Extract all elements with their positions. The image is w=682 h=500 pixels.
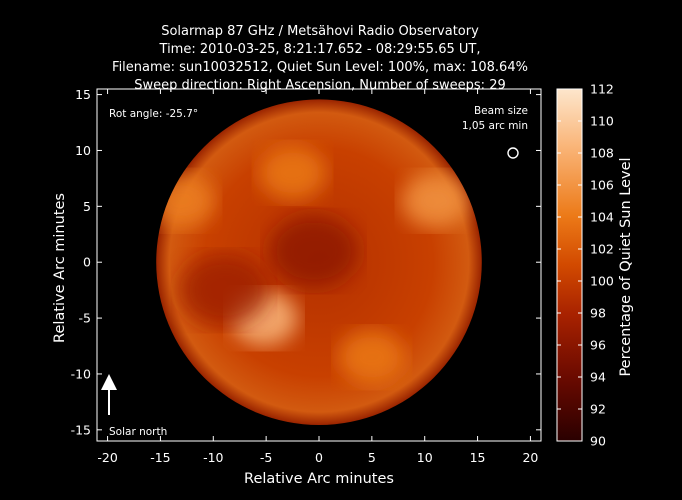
y-axis-label: Relative Arc minutes xyxy=(52,193,68,343)
colorbar-ticks: 90 92 94 96 98 100 102 104 106 108 110 112 xyxy=(557,82,614,449)
bright-region xyxy=(401,173,470,229)
y-tick-label: -15 xyxy=(71,422,91,437)
colorbar-label: Percentage of Quiet Sun Level xyxy=(618,157,634,376)
colorbar-tick-label: 104 xyxy=(590,210,614,225)
y-axis-ticks: -15 -10 -5 0 5 10 15 xyxy=(71,87,541,437)
colorbar-tick-label: 90 xyxy=(590,434,606,449)
y-tick-label: 5 xyxy=(83,199,91,214)
y-tick-label: 10 xyxy=(75,143,91,158)
bright-region xyxy=(156,173,216,229)
dark-region xyxy=(179,254,269,327)
beam-size-value: 1,05 arc min xyxy=(462,120,528,132)
colorbar-tick-label: 92 xyxy=(590,402,606,417)
x-tick-label: -15 xyxy=(150,450,170,465)
y-tick-label: 15 xyxy=(75,87,91,102)
x-tick-label: 0 xyxy=(315,450,323,465)
rot-angle-label: Rot angle: -25.7° xyxy=(109,108,198,120)
colorbar-tick-label: 112 xyxy=(590,82,614,97)
x-axis-label: Relative Arc minutes xyxy=(244,471,394,487)
x-tick-label: 20 xyxy=(522,450,538,465)
plot-area xyxy=(156,99,482,426)
colorbar-tick-label: 110 xyxy=(590,114,614,129)
bright-region xyxy=(258,145,327,201)
x-tick-label: 15 xyxy=(470,450,486,465)
y-tick-label: -10 xyxy=(71,366,91,381)
dark-region xyxy=(269,215,359,287)
x-tick-label: -20 xyxy=(97,450,117,465)
title-line-2: Time: 2010-03-25, 8:21:17.652 - 08:29:55… xyxy=(159,42,481,57)
title-line-1: Solarmap 87 GHz / Metsähovi Radio Observ… xyxy=(161,24,479,39)
beam-size-label: Beam size xyxy=(474,105,528,117)
colorbar-tick-label: 108 xyxy=(590,146,614,161)
x-tick-label: -10 xyxy=(203,450,223,465)
y-tick-label: -5 xyxy=(79,311,91,326)
colorbar-tick-label: 94 xyxy=(590,370,606,385)
colorbar-tick-label: 96 xyxy=(590,338,606,353)
x-tick-label: 5 xyxy=(368,450,376,465)
x-tick-label: -5 xyxy=(260,450,272,465)
colorbar-tick-label: 106 xyxy=(590,178,614,193)
beam-size-circle xyxy=(507,147,519,159)
bright-region xyxy=(338,329,406,385)
colorbar xyxy=(557,89,582,441)
colorbar-tick-label: 100 xyxy=(590,274,614,289)
colorbar-frame xyxy=(556,88,583,442)
solar-north-arrow xyxy=(101,374,117,415)
colorbar-tick-label: 102 xyxy=(590,242,614,257)
title-line-3: Filename: sun10032512, Quiet Sun Level: … xyxy=(112,60,528,75)
y-tick-label: 0 xyxy=(83,255,91,270)
x-axis-ticks: -20 -15 -10 -5 0 5 10 15 20 xyxy=(97,89,538,465)
colorbar-tick-label: 98 xyxy=(590,306,606,321)
solar-north-label: Solar north xyxy=(109,426,167,438)
x-tick-label: 10 xyxy=(417,450,433,465)
disk-features xyxy=(156,145,470,385)
